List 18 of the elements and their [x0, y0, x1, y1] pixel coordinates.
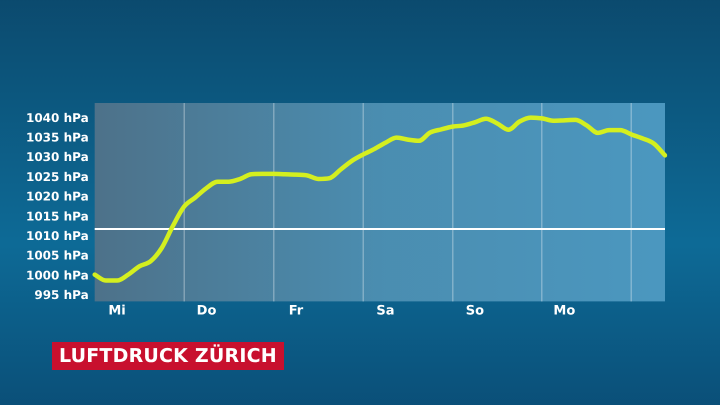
x-tick-label: So [466, 304, 484, 319]
x-tick-label: Mi [108, 304, 126, 319]
y-tick-label: 1020 hPa [26, 190, 89, 204]
y-tick-label: 1005 hPa [26, 248, 89, 263]
y-tick-label: 1025 hPa [26, 170, 89, 184]
y-tick-label: 1015 hPa [26, 209, 89, 224]
x-tick-label: Do [196, 304, 216, 319]
y-tick-label: 995 hPa [34, 288, 89, 302]
y-tick-label: 1040 hPa [26, 110, 89, 125]
text: LUFTDRUCK ZÜRICH [52, 342, 284, 370]
y-tick-label: 1010 hPa [26, 228, 89, 243]
x-tick-label: Mo [553, 304, 576, 319]
y-tick-label: 1000 hPa [26, 268, 89, 282]
y-tick-label: 1030 hPa [26, 150, 89, 164]
line-series [92, 115, 668, 283]
x-tick-label: Fr [288, 304, 304, 319]
y-tick-label: 1035 hPa [26, 130, 89, 145]
x-tick-label: Sa [376, 304, 395, 319]
